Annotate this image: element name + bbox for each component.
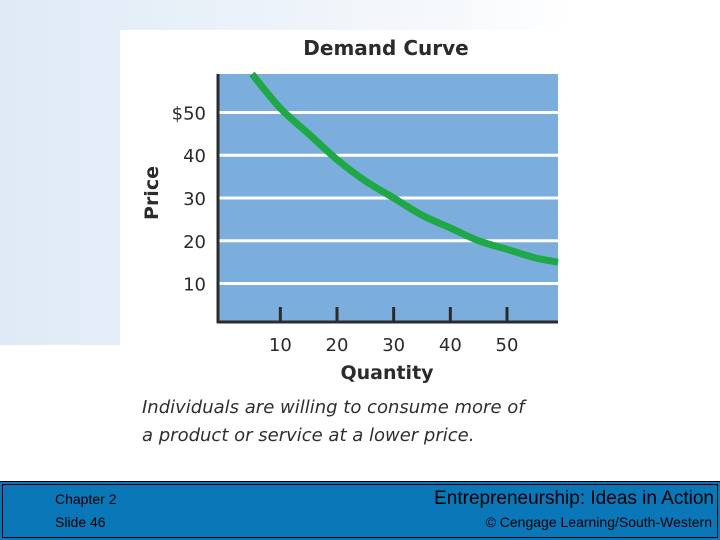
y-tick-label: 10 <box>183 275 206 296</box>
footer-frame <box>2 484 718 538</box>
chart-caption: Individuals are willing to consume more … <box>142 394 562 450</box>
footer-slide-number: Slide 46 <box>55 514 106 530</box>
x-axis-label: Quantity <box>340 362 434 384</box>
demand-curve-line <box>249 71 559 266</box>
x-tick-label: 30 <box>382 335 405 356</box>
demand-chart: Demand Curve 10 20 30 40 $50 10 20 30 40 50 Price… <box>141 36 559 384</box>
y-tick-label: 20 <box>183 232 206 253</box>
x-tick-label: 10 <box>269 335 292 356</box>
y-tick-label: 40 <box>183 146 206 167</box>
chart-panel: Demand Curve 10 20 30 40 $50 10 20 30 40 50 Price… <box>120 30 570 450</box>
y-axis-label: Price <box>141 166 163 220</box>
footer-chapter: Chapter 2 <box>55 491 117 507</box>
footer-bar: Chapter 2 Slide 46 Entrepreneurship: Ide… <box>0 481 720 540</box>
y-tick-label: 30 <box>183 189 206 210</box>
x-tick-label: 40 <box>439 335 462 356</box>
chart-title: Demand Curve <box>303 36 468 60</box>
caption-line-1: Individuals are willing to consume more … <box>142 397 525 418</box>
x-tick-label: 50 <box>496 335 519 356</box>
y-tick-label: $50 <box>172 103 206 124</box>
footer-copyright: © Cengage Learning/South-Western <box>485 514 712 530</box>
caption-line-2: a product or service at a lower price. <box>142 425 475 446</box>
x-tick-label: 20 <box>326 335 349 356</box>
footer-book-title: Entrepreneurship: Ideas in Action <box>434 488 714 509</box>
